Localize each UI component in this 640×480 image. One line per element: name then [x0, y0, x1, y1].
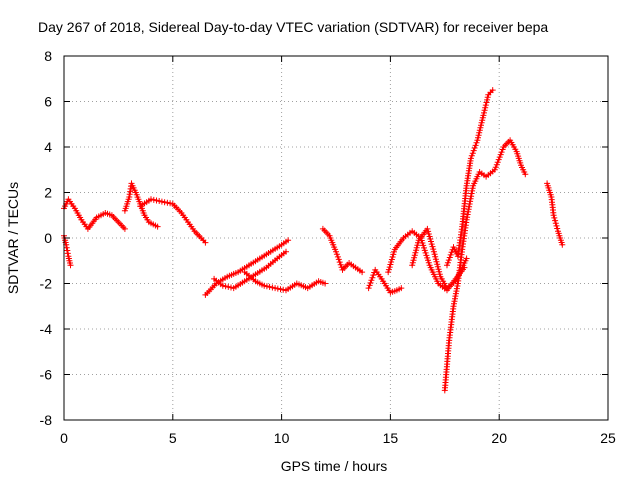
series-markers — [211, 248, 289, 292]
chart-title: Day 267 of 2018, Sidereal Day-to-day VTE… — [38, 19, 548, 35]
series-seg-h — [319, 225, 366, 276]
y-tick-label: -6 — [40, 367, 53, 383]
x-tick-label: 10 — [274, 430, 290, 446]
series-seg-m — [444, 87, 496, 269]
y-tick-label: 6 — [44, 94, 52, 110]
gridlines — [64, 56, 608, 420]
series-seg-g — [241, 269, 329, 294]
x-axis-label: GPS time / hours — [281, 458, 388, 474]
x-tick-label: 0 — [60, 430, 68, 446]
series-markers — [137, 196, 209, 246]
y-tick-label: 8 — [44, 48, 52, 64]
series-seg-k — [409, 225, 470, 292]
y-tick-labels: -8 -6 -4 -2 0 2 4 6 8 — [40, 48, 53, 428]
series-seg-f — [211, 248, 289, 292]
y-tick-label: 4 — [44, 139, 52, 155]
series-seg-l — [441, 137, 529, 394]
series-seg-c — [121, 180, 161, 230]
series-layer — [61, 87, 566, 394]
series-seg-e — [202, 237, 292, 298]
series-markers — [61, 196, 128, 232]
y-tick-label: -4 — [40, 321, 53, 337]
x-tick-label: 25 — [600, 430, 616, 446]
y-tick-label: -8 — [40, 412, 53, 428]
y-tick-label: 2 — [44, 185, 52, 201]
y-axis-label: SDTVAR / TECUs — [5, 182, 21, 294]
x-tick-label: 20 — [491, 430, 507, 446]
y-tick-label: -2 — [40, 276, 53, 292]
ticks — [63, 55, 609, 421]
series-markers — [241, 269, 329, 294]
series-line — [213, 250, 287, 290]
series-markers — [121, 180, 161, 230]
series-markers — [444, 87, 496, 269]
x-tick-labels: 0 5 10 15 20 25 — [60, 430, 616, 446]
series-markers — [365, 266, 405, 296]
series-seg-n — [544, 180, 566, 248]
x-tick-label: 15 — [383, 430, 399, 446]
series-seg-i — [365, 266, 405, 296]
series-markers — [441, 137, 529, 394]
series-markers — [319, 225, 366, 276]
series-seg-d — [137, 196, 209, 246]
series-markers — [544, 180, 566, 248]
y-tick-label: 0 — [44, 230, 52, 246]
series-line — [443, 139, 527, 392]
series-markers — [202, 237, 292, 298]
series-seg-a — [61, 196, 128, 232]
x-tick-label: 5 — [169, 430, 177, 446]
